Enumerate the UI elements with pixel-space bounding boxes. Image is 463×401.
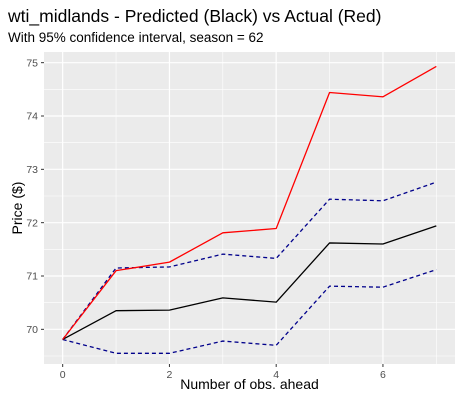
- plot-panel: [44, 52, 455, 364]
- y-tick-label: 73: [26, 164, 38, 176]
- x-tick-label: 0: [60, 369, 66, 381]
- x-tick-label: 6: [380, 369, 386, 381]
- predicted-line: [62, 225, 437, 341]
- series-layer: [62, 65, 437, 354]
- actual-line: [62, 65, 437, 340]
- chart-title: wti_midlands - Predicted (Black) vs Actu…: [8, 6, 382, 26]
- y-tick-label: 71: [26, 271, 38, 283]
- y-tick-label: 72: [26, 217, 38, 229]
- y-axis-title: Price ($): [9, 182, 25, 235]
- ci-upper-line: [62, 181, 437, 340]
- x-tick-label: 2: [167, 369, 173, 381]
- axis-ticks: [41, 62, 384, 367]
- major-gridlines: [44, 52, 455, 364]
- y-tick-label: 74: [26, 111, 38, 123]
- minor-gridlines: [44, 52, 455, 364]
- ci-lower-line: [62, 268, 437, 354]
- x-axis-title: Number of obs. ahead: [180, 376, 319, 392]
- tick-labels: 0 2 4 6 70 71 72 73 74 75: [26, 57, 386, 381]
- y-tick-label: 75: [26, 57, 38, 69]
- chart-subtitle: With 95% confidence interval, season = 6…: [8, 30, 264, 45]
- y-tick-label: 70: [26, 324, 38, 336]
- x-tick-label: 4: [273, 369, 279, 381]
